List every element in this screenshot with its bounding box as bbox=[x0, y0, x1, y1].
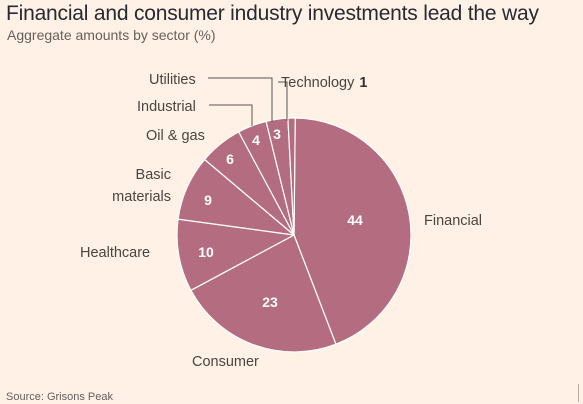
value-basic-materials: 9 bbox=[204, 192, 212, 208]
chart-subtitle: Aggregate amounts by sector (%) bbox=[7, 27, 216, 43]
pie-slice-technology bbox=[287, 117, 296, 236]
edge-mark bbox=[578, 384, 583, 402]
leader-line-technology bbox=[278, 81, 288, 121]
pie-slice-healthcare bbox=[176, 218, 295, 291]
value-industrial: 4 bbox=[252, 132, 260, 148]
value-financial: 44 bbox=[347, 212, 363, 228]
value-utilities: 3 bbox=[273, 126, 281, 142]
label-basic-line2: materials bbox=[112, 189, 171, 205]
label-industrial: Industrial bbox=[137, 99, 196, 115]
leader-lines bbox=[208, 77, 288, 126]
pie-slice-financial bbox=[293, 117, 412, 345]
label-technology-value: 1 bbox=[359, 75, 367, 91]
label-oil-gas: Oil & gas bbox=[146, 128, 205, 144]
pie-chart: Financial Consumer Healthcare Basic mate… bbox=[80, 72, 482, 370]
label-technology: Technology 1 bbox=[281, 75, 367, 91]
pie-slice-consumer bbox=[190, 234, 337, 353]
leader-line-utilities bbox=[208, 77, 273, 122]
chart-source: Source: Grisons Peak bbox=[6, 391, 113, 403]
value-oil-gas: 6 bbox=[226, 151, 234, 167]
chart-title: Financial and consumer industry investme… bbox=[6, 2, 539, 25]
leader-line-industrial bbox=[209, 104, 253, 126]
label-utilities: Utilities bbox=[149, 72, 196, 88]
value-consumer: 23 bbox=[262, 294, 278, 310]
label-financial: Financial bbox=[424, 213, 482, 229]
label-basic-line1: Basic bbox=[136, 167, 171, 183]
label-healthcare: Healthcare bbox=[80, 245, 150, 261]
pie-slices bbox=[176, 117, 412, 353]
label-consumer: Consumer bbox=[192, 354, 259, 370]
label-technology-name: Technology bbox=[281, 75, 355, 91]
value-healthcare: 10 bbox=[198, 244, 214, 260]
